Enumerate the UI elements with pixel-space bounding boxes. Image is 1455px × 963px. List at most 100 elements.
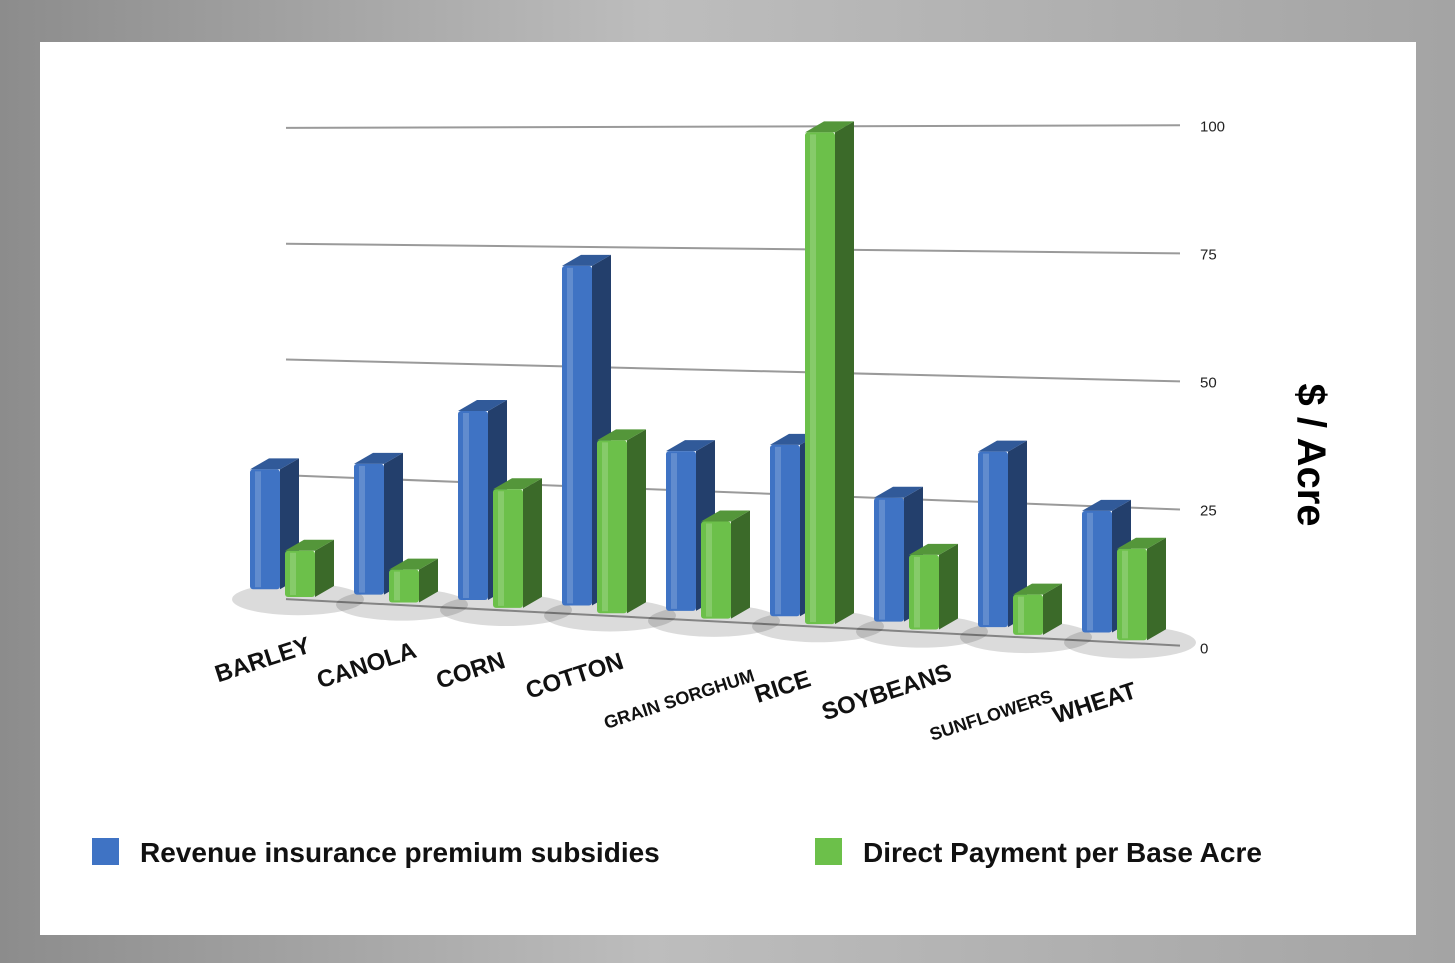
bar-front (701, 521, 731, 619)
gridlines (285, 124, 1181, 647)
bar-top (805, 121, 854, 133)
bar-front (285, 550, 315, 598)
legend-label: Direct Payment per Base Acre (863, 837, 1262, 868)
bar-top (493, 478, 542, 490)
bar-highlight (602, 442, 608, 612)
bar-highlight (879, 499, 885, 620)
bar-shadow (648, 604, 780, 637)
y-axis-label: $ / Acre (1289, 383, 1333, 526)
gridline-50 (285, 358, 1181, 383)
y-tick-label: 25 (1200, 502, 1217, 519)
bar-highlight (359, 465, 365, 593)
legend-label: Revenue insurance premium subsidies (140, 837, 660, 868)
bar-shadow (1064, 626, 1196, 659)
bar-highlight (394, 571, 400, 601)
bar-canola-series-2 (389, 558, 438, 603)
bar-highlight (914, 556, 920, 628)
bar-front (909, 554, 939, 630)
gridline-75 (285, 242, 1181, 255)
bar-highlight (1018, 596, 1024, 633)
bar-top (1013, 583, 1062, 595)
bar-front (354, 463, 384, 595)
bar-soybeans-series-2 (909, 543, 958, 630)
legend-swatch (815, 838, 842, 865)
bar-sunflowers-series-1 (978, 440, 1027, 628)
bar-top (250, 458, 299, 470)
bar-corn-series-2 (493, 478, 542, 608)
bar-top (389, 558, 438, 570)
bar-rice-series-2 (805, 121, 854, 625)
bar-highlight (567, 267, 573, 604)
bar-shadow (440, 594, 572, 627)
bar-front (458, 410, 488, 601)
bar-shadows (232, 583, 1196, 659)
gridline-100 (285, 124, 1181, 129)
bar-shadow (232, 583, 364, 616)
bar-front (562, 265, 592, 606)
bar-side (1147, 537, 1166, 641)
bar-wheat-series-2 (1117, 537, 1166, 641)
bar-front (978, 451, 1008, 628)
y-tick-label: 0 (1200, 641, 1208, 658)
bar-highlight (983, 453, 989, 626)
bar-front (874, 497, 904, 622)
bar-top (458, 399, 507, 411)
bar-side (1008, 440, 1027, 628)
bar-side (523, 478, 542, 608)
bar-shadow (336, 588, 468, 621)
bar-top (1082, 499, 1131, 511)
bar-highlight (1087, 512, 1093, 631)
bar-highlight (463, 412, 469, 599)
bar-highlight (290, 552, 296, 596)
bar-side (1043, 583, 1062, 635)
bar-highlight (255, 471, 261, 588)
legend-swatch (92, 838, 119, 865)
y-tick-labels: 0 25 50 75 100 (1200, 118, 1225, 657)
bar-side (939, 543, 958, 630)
bar-top (909, 543, 958, 555)
bar-barley-series-2 (285, 539, 334, 598)
bar-top (1117, 537, 1166, 549)
gridline-25 (285, 474, 1181, 511)
bar-front (597, 440, 627, 614)
bar-top (666, 440, 715, 452)
bar-side (835, 121, 854, 625)
bar-front (1082, 510, 1112, 633)
y-tick-label: 50 (1200, 374, 1217, 391)
bar-side (384, 452, 403, 595)
bar-front (250, 469, 280, 590)
bar-front (1117, 548, 1147, 641)
bar-top (701, 510, 750, 522)
y-tick-label: 100 (1200, 118, 1225, 135)
gridline-0 (285, 598, 1181, 647)
bar-top (354, 452, 403, 464)
bar-top (874, 486, 923, 498)
bar-sunflowers-series-2 (1013, 583, 1062, 635)
bar-shadow (960, 621, 1092, 654)
bar-side (731, 510, 750, 619)
bar-front (493, 489, 523, 608)
bar-front (805, 132, 835, 625)
bar-highlight (1122, 550, 1128, 639)
bar-side (419, 558, 438, 603)
bar-top (562, 254, 611, 266)
bar-highlight (671, 453, 677, 609)
bar-grain-sorghum-series-2 (701, 510, 750, 619)
bar-side (315, 539, 334, 598)
legend: Revenue insurance premium subsidies Direc… (92, 837, 1262, 868)
bar-highlight (498, 491, 504, 606)
bar-highlight (775, 446, 781, 615)
bar-side (627, 429, 646, 614)
bar-highlight (810, 134, 816, 623)
bar-top (597, 429, 646, 441)
bar-front (666, 451, 696, 611)
bar-cotton-series-2 (597, 429, 646, 614)
bar-front (389, 569, 419, 603)
bar-top (285, 539, 334, 551)
bar-front (770, 444, 800, 617)
bars (250, 121, 1166, 641)
bar-top (978, 440, 1027, 452)
bar-canola-series-1 (354, 452, 403, 595)
bar-highlight (706, 523, 712, 617)
